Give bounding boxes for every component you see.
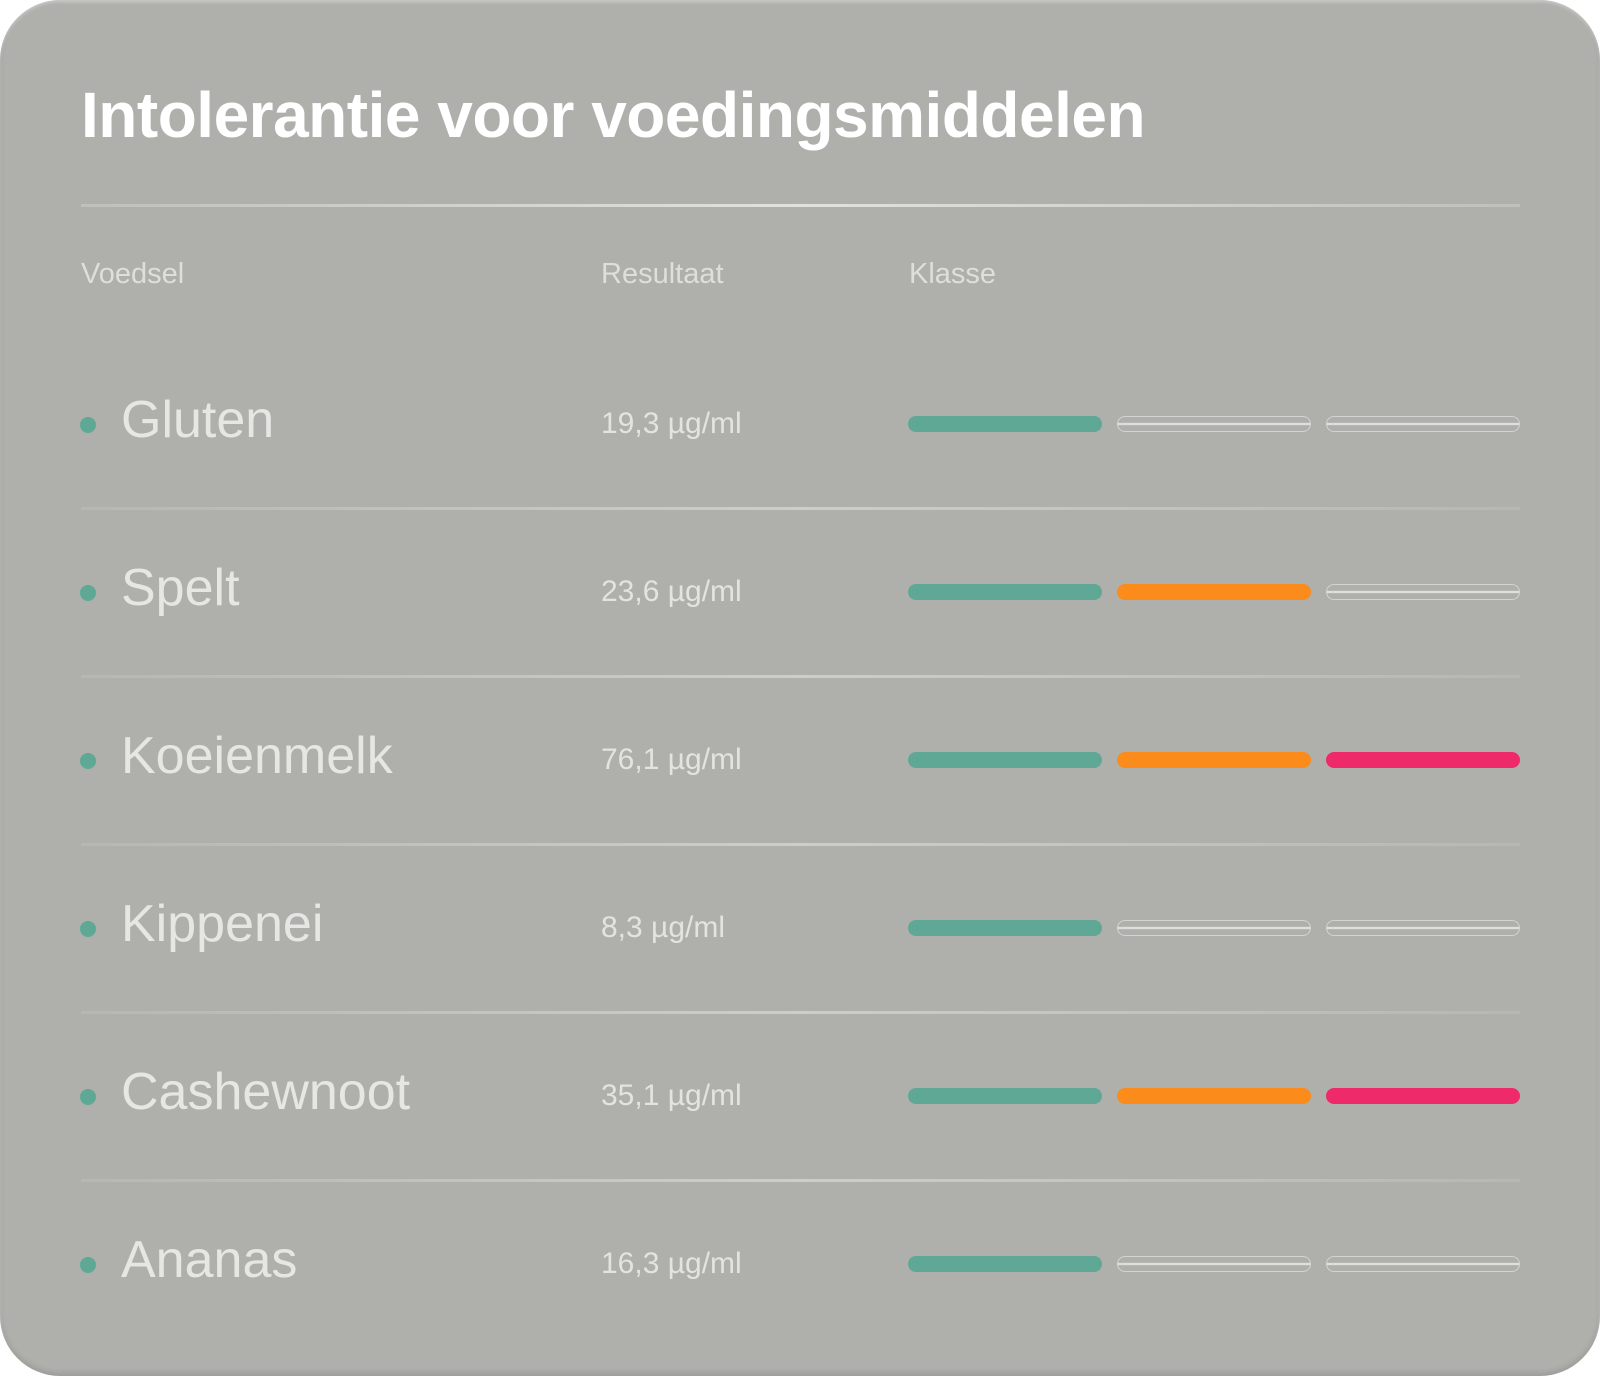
class-bar-filled [908,416,1102,432]
class-bar-filled [1326,752,1520,768]
food-name: Gluten [121,391,275,449]
row-divider [81,675,1520,678]
food-name: Ananas [121,1231,298,1289]
column-header-food: Voedsel [81,258,185,290]
result-value: 19,3 µg/ml [601,407,742,440]
class-bar-filled [1117,584,1311,600]
result-row: Kippenei 8,3 µg/ml [0,844,1600,1014]
card-title: Intolerantie voor voedingsmiddelen [81,79,1146,151]
class-bar-filled [1117,1088,1311,1104]
bullet-dot-icon [80,753,96,769]
class-bar-empty [1326,1256,1520,1272]
class-bar-empty [1326,920,1520,936]
result-value: 16,3 µg/ml [601,1247,742,1280]
result-value: 23,6 µg/ml [601,575,742,608]
row-divider [81,1011,1520,1014]
title-divider [81,204,1520,207]
result-value: 76,1 µg/ml [601,743,742,776]
class-bar-filled [908,920,1102,936]
row-divider [81,843,1520,846]
class-bar-empty [1117,920,1311,936]
result-row: Spelt 23,6 µg/ml [0,508,1600,678]
class-bar-filled [908,752,1102,768]
bullet-dot-icon [80,1257,96,1273]
result-row: Gluten 19,3 µg/ml [0,340,1600,510]
bullet-dot-icon [80,417,96,433]
row-divider [81,507,1520,510]
class-bar-filled [908,1088,1102,1104]
class-bar-filled [908,1256,1102,1272]
result-row: Cashewnoot 35,1 µg/ml [0,1012,1600,1182]
food-name: Kippenei [121,895,324,953]
class-bar-empty [1117,1256,1311,1272]
class-bar-filled [908,584,1102,600]
class-bar-empty [1117,416,1311,432]
column-header-class: Klasse [909,258,997,290]
class-bar-filled [1117,752,1311,768]
result-row: Ananas 16,3 µg/ml [0,1180,1600,1348]
row-divider [81,1179,1520,1182]
class-bar-empty [1326,584,1520,600]
class-bar-filled [1326,1088,1520,1104]
bullet-dot-icon [80,1089,96,1105]
food-name: Cashewnoot [121,1063,411,1121]
result-value: 8,3 µg/ml [601,911,725,944]
bullet-dot-icon [80,921,96,937]
class-bar-empty [1326,416,1520,432]
result-row: Koeienmelk 76,1 µg/ml [0,676,1600,846]
results-list: Gluten 19,3 µg/ml Spelt 23,6 µg/ml Koeienmel… [0,340,1600,1348]
food-name: Spelt [121,559,240,617]
food-name: Koeienmelk [121,727,393,785]
column-header-result: Resultaat [601,258,724,290]
result-value: 35,1 µg/ml [601,1079,742,1112]
bullet-dot-icon [80,585,96,601]
